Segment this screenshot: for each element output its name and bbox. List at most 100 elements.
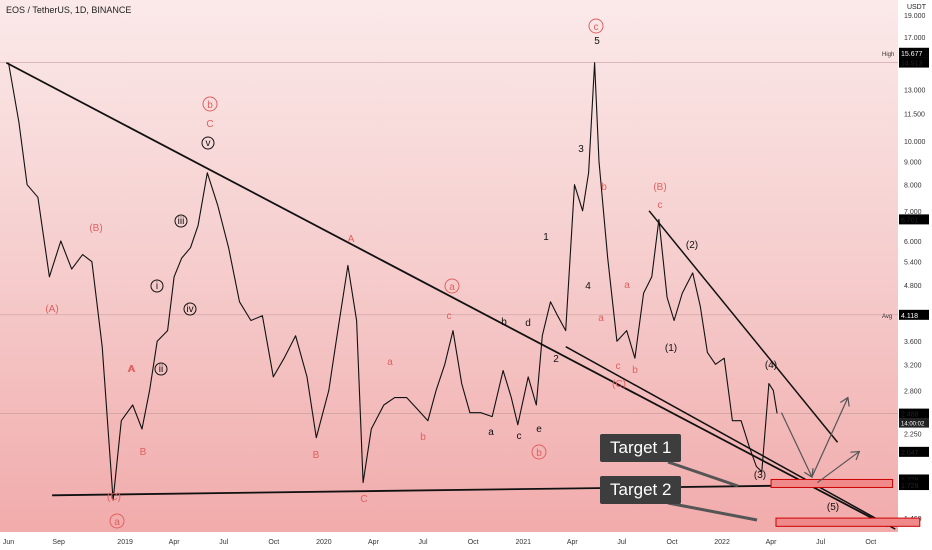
- price-badge: [899, 57, 929, 68]
- y-tick-label: 4.800: [904, 283, 922, 290]
- wave-label: (C): [107, 492, 121, 503]
- price-badge-tag: High: [882, 52, 894, 58]
- wave-label: C: [360, 494, 367, 505]
- price-badge-value: 4.118: [901, 313, 918, 320]
- price-badge: [899, 214, 929, 225]
- lower-trendline: [565, 346, 896, 530]
- wave-label: (5): [827, 502, 839, 513]
- price-badge-value: 2.488: [901, 412, 919, 419]
- y-tick-label: 6.000: [904, 239, 922, 246]
- target-1-pointer: [667, 460, 739, 488]
- descending-trendline: [5, 61, 889, 528]
- x-tick-label: Jul: [219, 539, 228, 546]
- projection-arrowhead: [840, 396, 850, 407]
- price-badge: [899, 47, 929, 58]
- y-tick-label: 13.000: [904, 87, 926, 94]
- target-1-label: Target 1: [600, 434, 682, 462]
- x-tick-label: 2019: [117, 539, 133, 546]
- wave-label: B: [313, 450, 320, 461]
- wave-label-circle: [150, 279, 164, 293]
- wave-label: ii: [159, 364, 163, 375]
- wave-label: a: [114, 517, 120, 528]
- x-tick-label: Apr: [169, 539, 181, 546]
- wave-label: a: [598, 313, 604, 324]
- y-tick-label: 19.000: [904, 13, 926, 20]
- wave-label: 4: [585, 281, 591, 292]
- y-tick-label: 3.200: [904, 362, 922, 369]
- projection-arrowhead: [850, 450, 861, 461]
- price-badge: [899, 446, 929, 457]
- x-tick-label: Oct: [667, 539, 678, 546]
- wave-label: iv: [186, 304, 193, 315]
- x-tick-label: Sep: [52, 539, 65, 546]
- wave-label: 2: [553, 354, 559, 365]
- wave-label: C: [206, 119, 213, 130]
- y-tick-label: 2.250: [904, 431, 922, 438]
- target-zone-2: [775, 517, 921, 527]
- wave-label: a: [624, 280, 630, 291]
- currency-label: USDT: [906, 4, 926, 11]
- wave-label-circle: [109, 513, 125, 529]
- wave-label-circle: [154, 362, 168, 376]
- y-tick-label: 5.400: [904, 260, 922, 267]
- y-tick-label: 2.800: [904, 388, 922, 395]
- target-zone-1: [770, 478, 894, 488]
- projection-arrow: [811, 397, 849, 478]
- wave-label: A: [348, 234, 355, 245]
- x-tick-label: Apr: [368, 539, 380, 546]
- price-badge-tag: Avg: [882, 314, 892, 320]
- wave-label: A: [129, 364, 136, 375]
- price-badge-sub-bg: [899, 418, 929, 428]
- wave-label: b: [420, 432, 426, 443]
- wave-label: (3): [754, 470, 766, 481]
- wave-label: (B): [89, 223, 102, 234]
- x-tick-label: 2022: [714, 539, 730, 546]
- wave-label: c: [517, 431, 522, 442]
- x-tick-label: 2021: [515, 539, 531, 546]
- wave-label: (4): [765, 360, 777, 371]
- wave-label-circle: [444, 278, 460, 294]
- x-tick-label: Jul: [419, 539, 428, 546]
- wave-label: c: [594, 22, 599, 33]
- upper-wedge-line: [648, 210, 839, 443]
- support-line: [52, 483, 846, 497]
- price-badge-value: 14.913: [901, 61, 923, 68]
- wave-label: c: [447, 311, 452, 322]
- wave-label: b: [601, 182, 607, 193]
- price-badge-value: 2.047: [901, 450, 919, 457]
- wave-label: b: [207, 100, 213, 111]
- wave-label: 3: [578, 144, 584, 155]
- wave-label: v: [206, 138, 211, 149]
- x-tick-label: Jul: [816, 539, 825, 546]
- x-tick-label: Jul: [617, 539, 626, 546]
- y-tick-label: 9.000: [904, 160, 922, 167]
- price-badge: [899, 480, 929, 491]
- wave-label-circle: [174, 214, 188, 228]
- x-tick-label: Oct: [468, 539, 479, 546]
- wave-label: c: [616, 361, 621, 372]
- wave-label: A: [128, 364, 135, 375]
- y-tick-label: 8.000: [904, 183, 922, 190]
- price-badge-value: 6.701: [901, 217, 919, 224]
- price-axis-panel: [898, 0, 932, 550]
- x-tick-label: Jun: [3, 539, 14, 546]
- wave-label-circle: [201, 136, 215, 150]
- wave-label: b: [632, 365, 638, 376]
- x-tick-label: Apr: [766, 539, 778, 546]
- wave-label-circle: [531, 444, 547, 460]
- price-badge-value: 1.728: [901, 483, 919, 490]
- target-2-pointer: [667, 501, 758, 522]
- wave-label: a: [387, 357, 393, 368]
- x-tick-label: Oct: [268, 539, 279, 546]
- wave-label: (1): [665, 343, 677, 354]
- y-tick-label: 10.000: [904, 139, 926, 146]
- wave-label: B: [140, 447, 147, 458]
- wave-label: iii: [178, 216, 185, 227]
- price-badge: [899, 474, 929, 485]
- wave-label: a: [488, 427, 494, 438]
- wave-label: c: [658, 200, 663, 211]
- x-tick-label: Oct: [865, 539, 876, 546]
